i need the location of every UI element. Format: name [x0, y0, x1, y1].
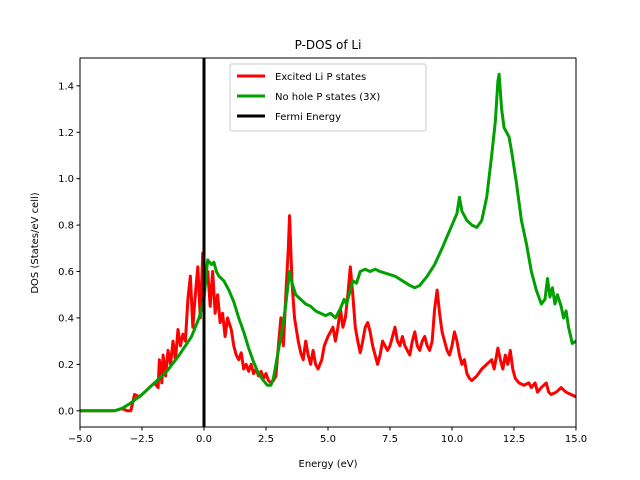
legend-label-2: Fermi Energy — [275, 112, 341, 123]
x-axis-label: Energy (eV) — [299, 459, 358, 470]
x-tick-label: 5.0 — [320, 434, 336, 445]
x-tick-label: 12.5 — [503, 434, 525, 445]
y-tick-label: 0.8 — [58, 221, 74, 232]
y-axis-label: DOS (States/eV cell) — [30, 192, 41, 293]
x-tick-label: 15.0 — [565, 434, 587, 445]
chart-title: P-DOS of Li — [295, 38, 362, 52]
axes: −5.0 −2.5 0.0 2.5 5.0 7.5 10.0 12.5 15.0 0.0 0.2 0.… — [58, 57, 587, 445]
y-tick-label: 0.6 — [58, 267, 74, 278]
series-line-1 — [80, 72, 576, 413]
y-tick-label: 1.2 — [58, 128, 74, 139]
x-tick-label: 2.5 — [258, 434, 274, 445]
y-tick-label: 0.0 — [58, 406, 74, 417]
plot-area — [80, 58, 576, 427]
x-tick-label: −5.0 — [68, 434, 92, 445]
x-tick-label: 0.0 — [196, 434, 212, 445]
x-tick-label: 10.0 — [441, 434, 463, 445]
legend: Excited Li P states No hole P states (3X)… — [229, 63, 427, 132]
x-tick-label: −2.5 — [130, 434, 154, 445]
y-tick-label: 1.4 — [58, 81, 74, 92]
legend-label-1: No hole P states (3X) — [275, 92, 380, 103]
x-tick-label: 7.5 — [382, 434, 398, 445]
y-tick-label: 0.2 — [58, 360, 74, 371]
legend-label-0: Excited Li P states — [275, 72, 366, 83]
y-tick-label: 0.4 — [58, 313, 74, 324]
y-tick-label: 1.0 — [58, 174, 74, 185]
legend-box — [229, 63, 427, 132]
series-line-0 — [80, 214, 576, 413]
